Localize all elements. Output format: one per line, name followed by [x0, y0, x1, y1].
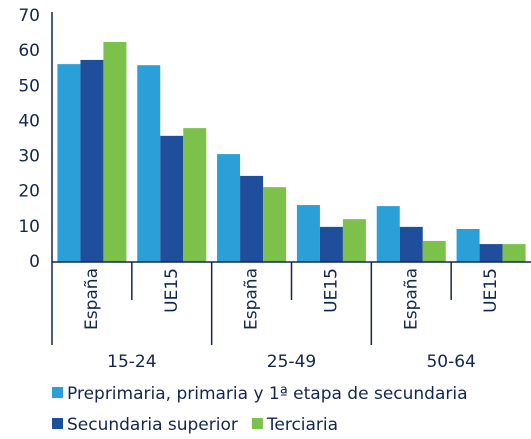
group-label: 50-64 — [426, 352, 475, 372]
bar — [399, 226, 423, 262]
y-tick-label: 10 — [18, 217, 40, 237]
bar — [57, 64, 81, 262]
x-tick-label: UE15 — [321, 268, 341, 313]
bar — [319, 226, 343, 262]
legend-label: Secundaria superior — [67, 415, 238, 435]
y-tick-label: 50 — [18, 76, 40, 96]
bar — [160, 135, 184, 262]
bar — [80, 59, 104, 262]
y-tick-label: 60 — [18, 41, 40, 61]
x-tick-label: España — [401, 268, 421, 330]
bar — [217, 154, 241, 262]
bar — [296, 205, 320, 262]
bar — [183, 128, 207, 262]
x-tick-label: UE15 — [162, 268, 182, 313]
bar — [502, 244, 526, 262]
bar — [479, 244, 503, 262]
legend-swatch — [251, 418, 263, 429]
legend-label: Terciaria — [266, 415, 338, 435]
bar — [263, 187, 287, 262]
bar — [342, 219, 366, 262]
bar — [137, 65, 161, 262]
bar — [376, 206, 400, 262]
y-tick-label: 0 — [29, 252, 40, 272]
y-tick-label: 70 — [18, 6, 40, 26]
group-label: 25-49 — [267, 352, 316, 372]
x-tick-label: España — [82, 268, 102, 330]
group-label: 15-24 — [107, 352, 156, 372]
x-tick-label: UE15 — [481, 268, 501, 313]
bar — [103, 42, 127, 263]
x-tick-label: España — [242, 268, 262, 330]
y-tick-label: 30 — [18, 147, 40, 167]
bar — [456, 228, 480, 262]
legend-label: Preprimaria, primaria y 1ª etapa de secu… — [67, 384, 468, 404]
legend-swatch — [52, 387, 63, 398]
bar — [422, 240, 446, 262]
y-tick-label: 20 — [18, 182, 40, 202]
bar — [240, 175, 264, 262]
y-tick-label: 40 — [18, 111, 40, 131]
legend-swatch — [52, 418, 63, 429]
